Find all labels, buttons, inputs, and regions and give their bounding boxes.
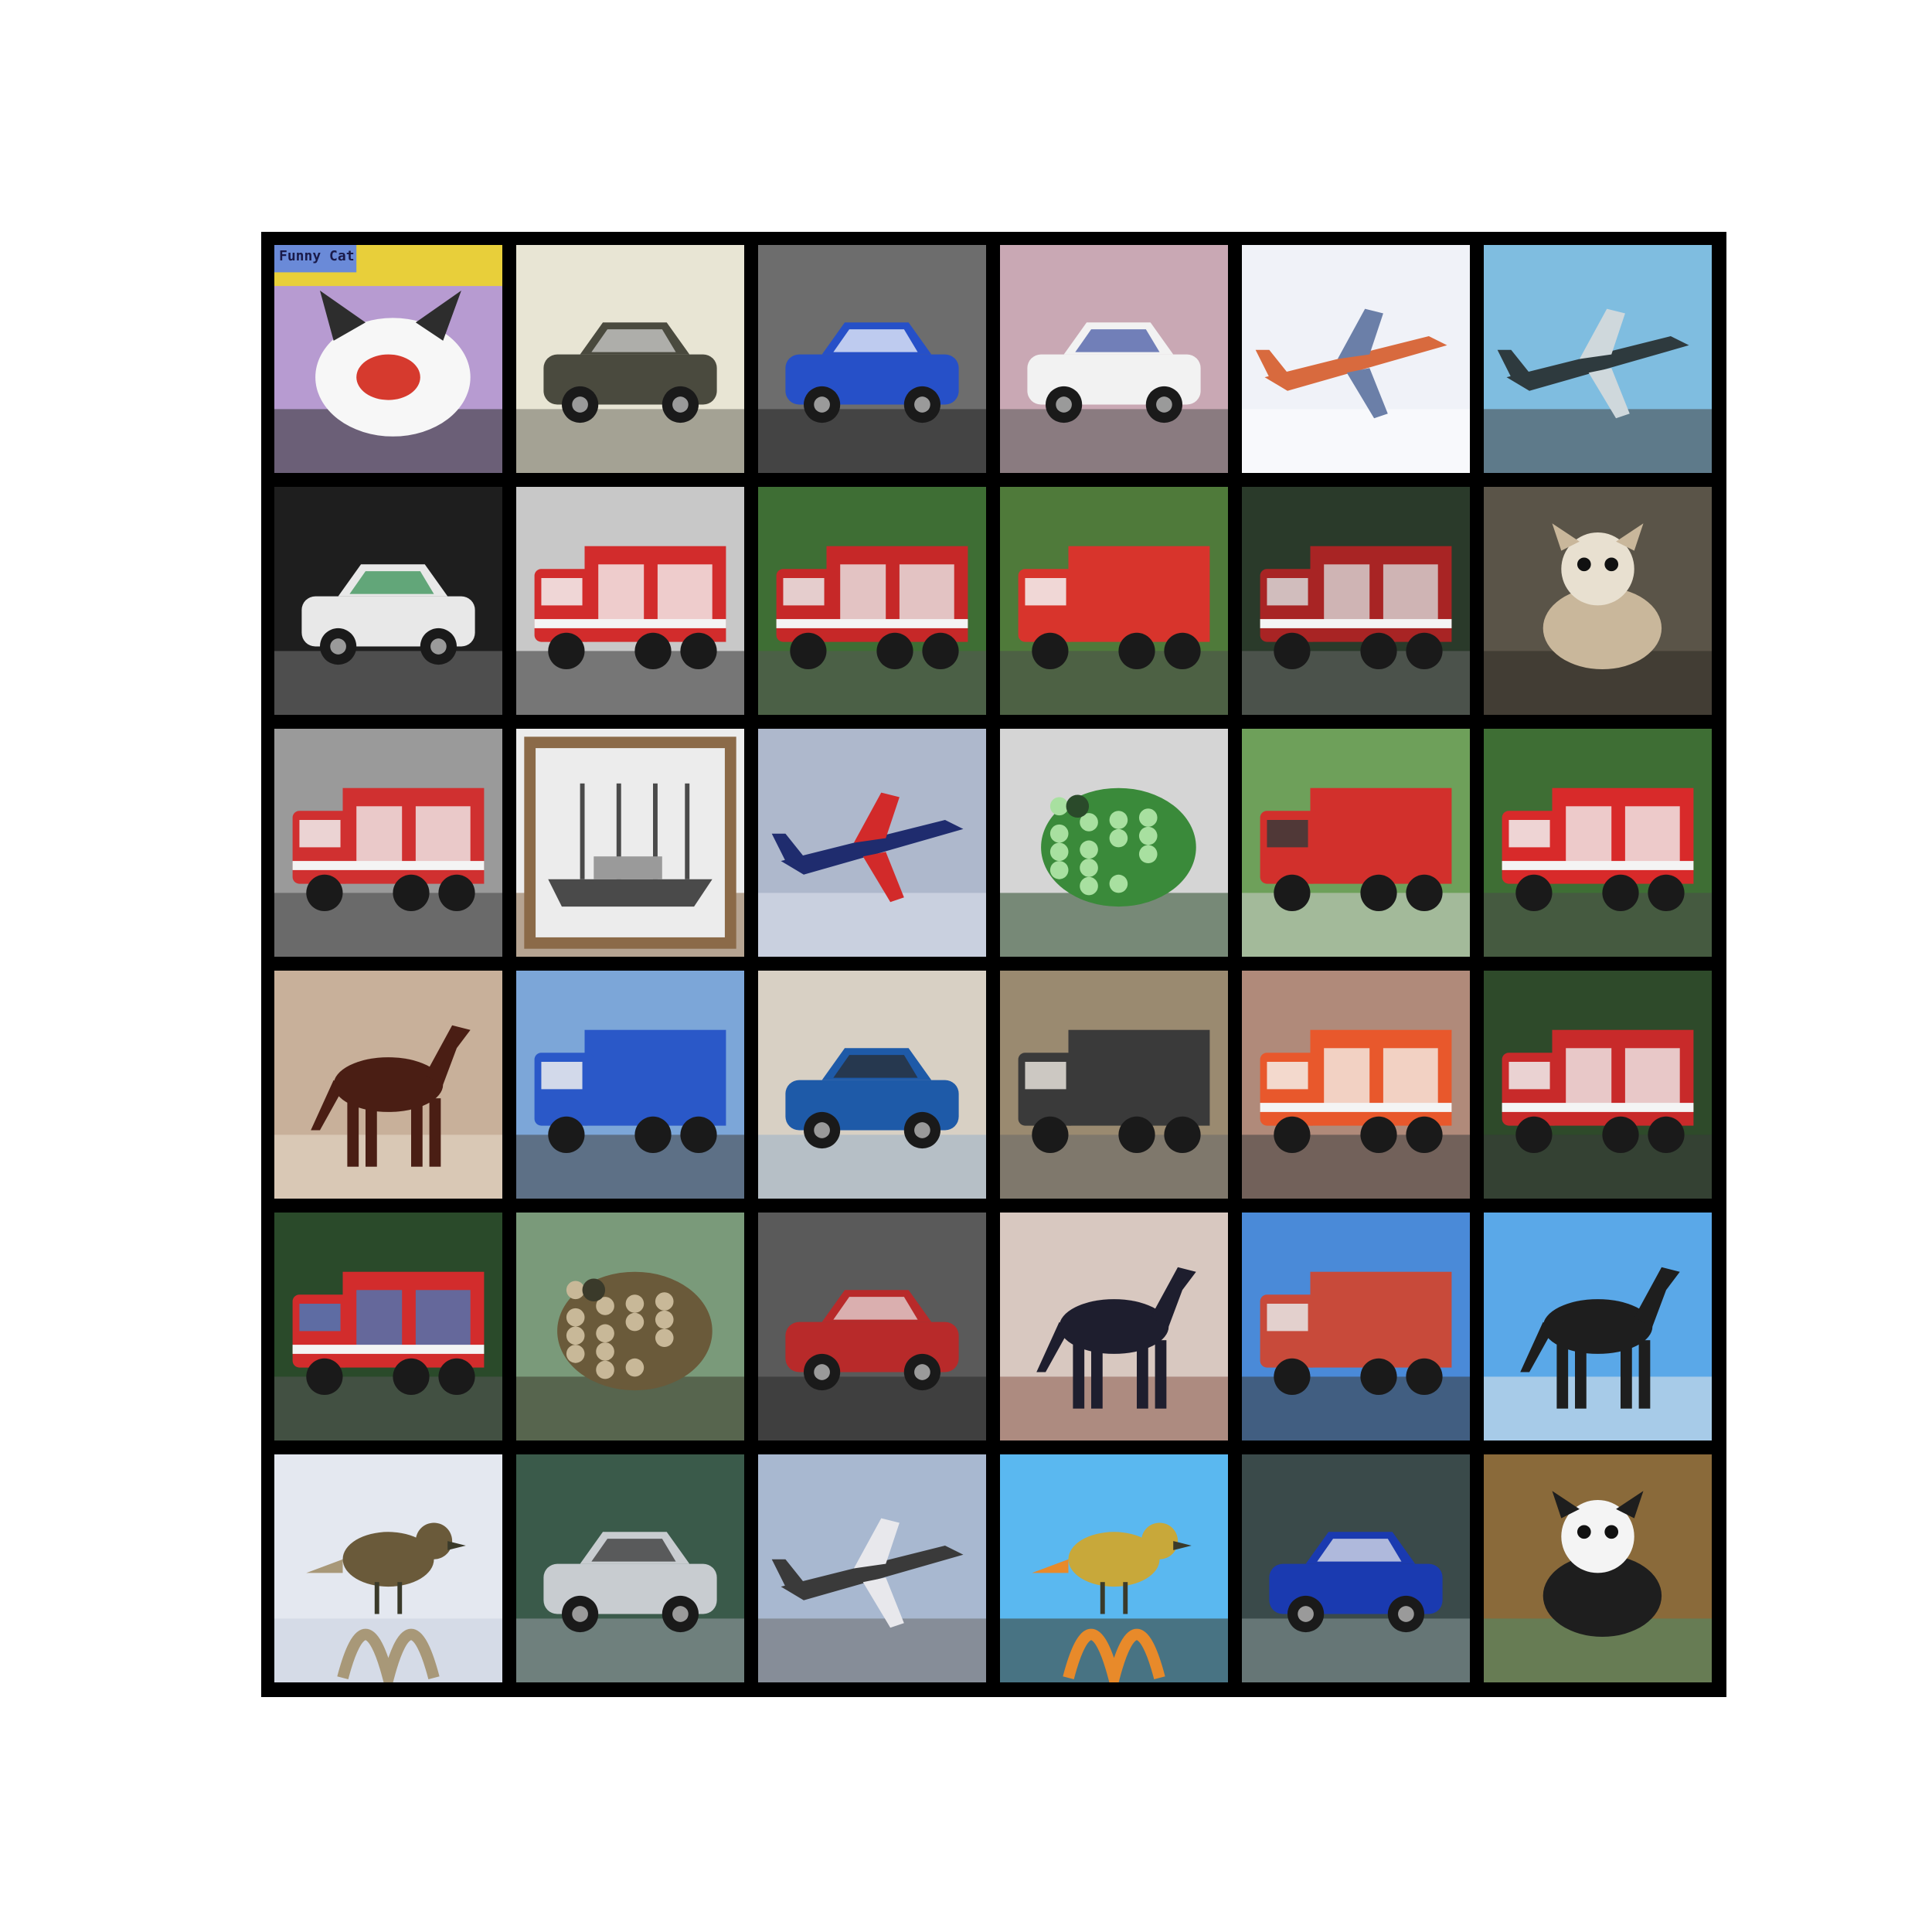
image-tile-fire-truck [1242,487,1470,715]
image-tile-ship [516,729,744,957]
truck-image [1242,1213,1470,1440]
image-tile-truck [1242,1213,1470,1440]
bird-image [1000,1454,1228,1682]
image-tile-fire-truck [516,487,744,715]
airplane-image [1484,245,1712,473]
car-image [758,1213,986,1440]
image-grid: Funny Cat [261,232,1726,1697]
image-tile-car [516,1454,744,1682]
cat-meme-image [274,245,502,473]
fire-truck-image [1242,971,1470,1199]
image-tile-frog [1000,729,1228,957]
truck-image [1000,487,1228,715]
horse-image [1484,1213,1712,1440]
image-tile-car [758,971,986,1199]
frog-image [1000,729,1228,957]
image-tile-dog [1484,487,1712,715]
image-tile-horse [274,971,502,1199]
fire-truck-image [516,487,744,715]
image-tile-fire-truck [1242,971,1470,1199]
image-tile-dog [1484,1454,1712,1682]
image-tile-fire-truck [758,487,986,715]
image-tile-car [516,245,744,473]
fire-truck-image [1484,971,1712,1199]
image-tile-truck [1000,487,1228,715]
car-image [516,1454,744,1682]
car-image [274,487,502,715]
image-tile-airplane [1484,245,1712,473]
frog-image [516,1213,744,1440]
image-tile-fire-truck [1484,971,1712,1199]
airplane-image [758,729,986,957]
airplane-image [758,1454,986,1682]
car-image [1242,1454,1470,1682]
car-image [758,245,986,473]
image-tile-fire-truck [274,1213,502,1440]
suv-image [1000,245,1228,473]
tile-caption: Funny Cat [279,248,355,264]
fire-truck-image [1484,729,1712,957]
horse-image [1000,1213,1228,1440]
image-tile-bird [1000,1454,1228,1682]
image-tile-car [758,245,986,473]
image-tile-frog [516,1213,744,1440]
car-image [516,245,744,473]
fire-truck-image [1242,487,1470,715]
image-tile-truck [1242,729,1470,957]
fire-truck-image [274,729,502,957]
image-tile-airplane [758,1454,986,1682]
image-tile-cat-meme: Funny Cat [274,245,502,473]
image-tile-suv [1000,245,1228,473]
image-tile-horse [1484,1213,1712,1440]
ship-image [516,729,744,957]
dog-image [1484,487,1712,715]
image-tile-bird [274,1454,502,1682]
bird-image [274,1454,502,1682]
horse-image [274,971,502,1199]
truck-image [516,971,744,1199]
image-tile-car [1242,1454,1470,1682]
image-tile-airplane [758,729,986,957]
truck-image [1000,971,1228,1199]
image-tile-horse [1000,1213,1228,1440]
image-tile-truck [516,971,744,1199]
image-tile-truck [1000,971,1228,1199]
image-tile-car [758,1213,986,1440]
image-tile-car [274,487,502,715]
car-image [758,971,986,1199]
truck-image [1242,729,1470,957]
dog-image [1484,1454,1712,1682]
image-tile-airplane [1242,245,1470,473]
image-tile-fire-truck [1484,729,1712,957]
image-tile-fire-truck [274,729,502,957]
airplane-image [1242,245,1470,473]
fire-truck-image [274,1213,502,1440]
fire-truck-image [758,487,986,715]
